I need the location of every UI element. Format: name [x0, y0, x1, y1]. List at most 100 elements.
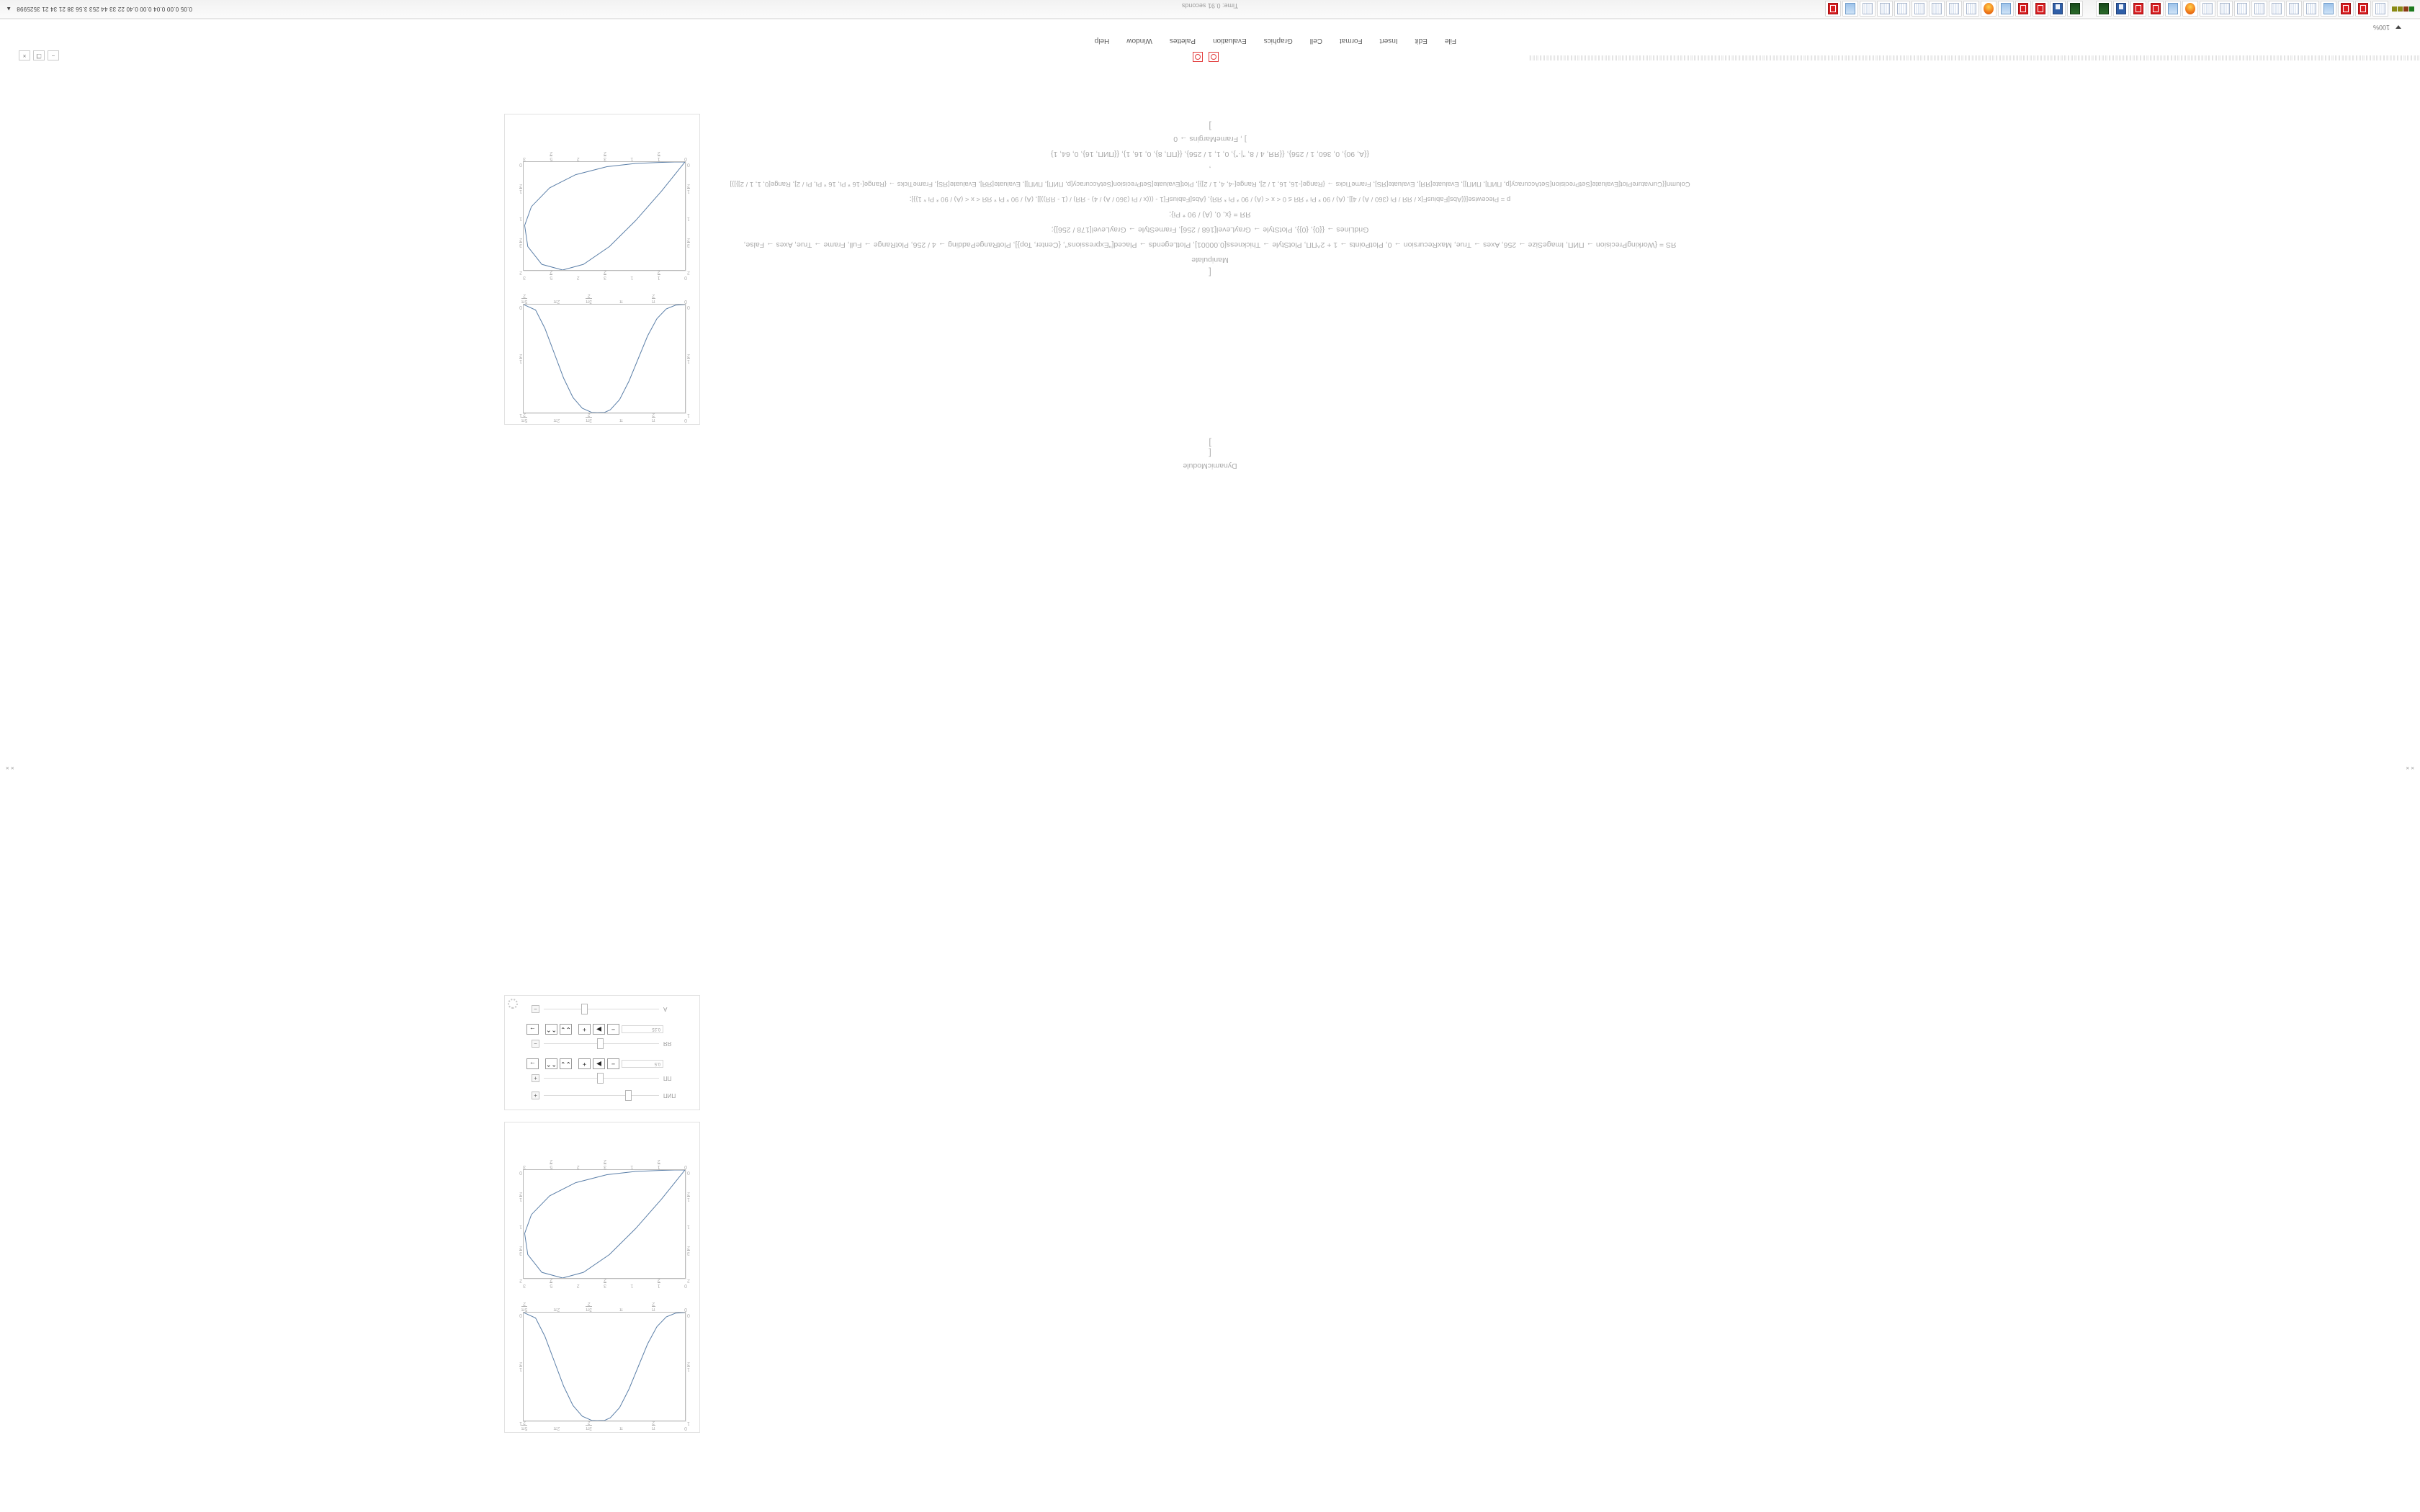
plot-curvature-ytick-r-0: 0 [519, 1313, 522, 1318]
plot-teardrop-xtick-b-2: 1 [630, 1164, 634, 1169]
plot-teardrop-ytick-r-4: 2 [519, 1278, 522, 1283]
plot-curvature-frame [523, 1312, 686, 1421]
slider-knob-ЯЯ[interactable] [597, 1038, 604, 1049]
slider-row-ПИП: ПИП + [511, 1090, 692, 1101]
animation-value-field-1[interactable]: 0.5 [622, 1060, 663, 1068]
zoom-selector[interactable]: 100% [2373, 24, 2401, 31]
plot-teardrop-xtick-2: 1 [630, 275, 634, 280]
plot-curvature-xtick-2: π [619, 1426, 623, 1431]
plot-curvature-xtick-b-2: π [619, 299, 623, 304]
animation-step-forward-button-2[interactable]: ⌃⌃ [545, 1024, 557, 1035]
plot-teardrop-ytick-2: 1 [687, 1224, 690, 1229]
code-line-5: , [1209, 165, 1211, 174]
sidebar-handle-left[interactable]: × × [2406, 765, 2414, 771]
graphics-output-panel-b-top: 0 0 π 2 π 2 π π 3π 2 3π 2 2π 2π 5π 2 5π 2 0 0 1 2 1 2 1 1 0 0 1 2 1 2 1 1… [504, 1122, 700, 1433]
animation-increment-button-2[interactable]: + [578, 1024, 591, 1035]
slider-label-А: А [663, 1006, 668, 1012]
manipulate-head: Manipulate [1191, 256, 1229, 264]
animation-step-back-button-1[interactable]: ⌄⌄ [560, 1058, 572, 1069]
menu-item-file[interactable]: File [1444, 37, 1456, 45]
slider-А[interactable] [544, 1004, 659, 1014]
gear-icon-b-top[interactable] [508, 999, 518, 1009]
plot-curvature-ytick-r-0: 0 [519, 305, 522, 310]
plot-curvature-xtick-b-4: 2π [553, 1307, 560, 1312]
slider-knob-ПП[interactable] [597, 1073, 604, 1084]
code-cell: [Manipulate ЯS = {WorkingPrecision → ПИП,… [0, 121, 2420, 278]
animation-step-forward-button-1[interactable]: ⌃⌃ [545, 1058, 557, 1069]
menu-item-window[interactable]: Window [1126, 37, 1152, 45]
animation-fast-forward-button-1[interactable]: → [526, 1058, 539, 1069]
plot-teardrop-frame [523, 1169, 686, 1279]
plot-curvature-ytick-0: 0 [687, 305, 690, 310]
slider-stepper-ПП[interactable]: + [532, 1074, 539, 1082]
plot-teardrop-line [524, 1170, 685, 1278]
slider-ПП[interactable] [544, 1073, 659, 1084]
code-line-1: GridLines → {{0}, {0}}, PlotStyle → Gray… [1051, 225, 1369, 234]
menu-item-edit[interactable]: Edit [1415, 37, 1428, 45]
manipulate-control-panel-b-top: ПИП + ПП + ЯЯ − А −0.5− ▶ + ⌄⌄ ⌃⌃ → 0.25− ▶ + ⌄⌄ ⌃⌃ → [504, 995, 700, 1110]
status-bar: Time: 0.91 seconds [1181, 2, 1239, 9]
menu-item-evaluation[interactable]: Evaluation [1213, 37, 1247, 45]
animation-increment-button-1[interactable]: + [578, 1058, 591, 1069]
plot-teardrop-ytick-r-4: 2 [519, 270, 522, 275]
animation-decrement-button-1[interactable]: − [607, 1058, 619, 1069]
plot-curvature-xtick-4: 2π [553, 1426, 560, 1431]
animation-decrement-button-2[interactable]: − [607, 1024, 619, 1035]
plot-curvature-frame [523, 304, 686, 413]
animation-fast-forward-button-2[interactable]: → [526, 1024, 539, 1035]
menu-item-insert[interactable]: Insert [1379, 37, 1398, 45]
plot-teardrop-xtick-6: 3 [523, 1283, 526, 1288]
plot-teardrop-ytick-r-0: 0 [519, 1170, 522, 1175]
slider-ПИП[interactable] [544, 1090, 659, 1101]
plot-teardrop-ytick-4: 2 [687, 1278, 690, 1283]
plot-curvature-xtick-0: 0 [684, 1426, 687, 1431]
plot-curvature-ytick-2: 1 [687, 413, 690, 418]
slider-knob-А[interactable] [581, 1004, 588, 1014]
cell-marker-2[interactable] [1193, 52, 1203, 62]
animation-play-button-1[interactable]: ▶ [593, 1058, 605, 1069]
slider-track-А [544, 1008, 659, 1010]
plot-teardrop-xtick-4: 2 [576, 275, 580, 280]
slider-ЯЯ[interactable] [544, 1038, 659, 1049]
slider-stepper-А[interactable]: − [532, 1005, 539, 1013]
plot-teardrop-ytick-4: 2 [687, 270, 690, 275]
code-line-6: {{А, 90}, 0, 360, 1 / 256}, {{ЯЯ, 4 / 8,… [1051, 150, 1369, 158]
plot-curvature-xtick-b-4: 2π [553, 299, 560, 304]
slider-knob-ПИП[interactable] [624, 1090, 632, 1101]
animation-step-back-button-2[interactable]: ⌄⌄ [560, 1024, 572, 1035]
menu-item-graphics[interactable]: Graphics [1263, 37, 1293, 45]
menu-item-palettes[interactable]: Palettes [1169, 37, 1196, 45]
slider-stepper-ЯЯ[interactable]: − [532, 1040, 539, 1048]
animation-play-button-2[interactable]: ▶ [593, 1024, 605, 1035]
menu-item-help[interactable]: Help [1094, 37, 1110, 45]
cell-bracket-run: ║║║║║║║║║║║║║║║║║║║║║║║║║║║║║║║║║║║║║║║║… [1528, 55, 2420, 60]
sidebar-handle-right[interactable]: × × [6, 765, 14, 771]
animation-value-field-2[interactable]: 0.25 [622, 1025, 663, 1033]
menu-item-cell[interactable]: Cell [1309, 37, 1322, 45]
plot-teardrop-xtick-2: 1 [630, 1283, 634, 1288]
graphics-output-panel-b-bottom: 0 0 π 2 π 2 π π 3π 2 3π 2 2π 2π 5π 2 5π 2 0 0 1 2 1 2 1 1 0 0 1 2 1 2 1 1… [504, 114, 700, 425]
menu-item-format[interactable]: Format [1339, 37, 1363, 45]
plot-teardrop-xtick-0: 0 [684, 1283, 687, 1288]
animation-row-1: 0.5−▶+ ⌄⌄⌃⌃ → [526, 1058, 663, 1069]
cell-marker-1[interactable] [1209, 52, 1219, 62]
slider-stepper-ПИП[interactable]: + [532, 1092, 539, 1099]
